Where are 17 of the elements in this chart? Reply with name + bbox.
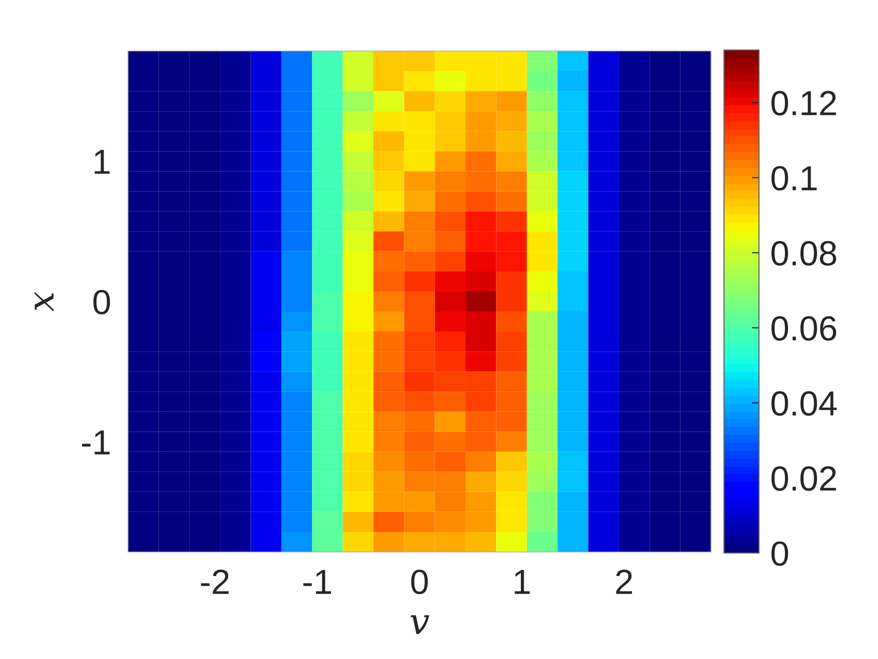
y-tick-label: 0 bbox=[93, 290, 110, 314]
x-tick-label: -1 bbox=[303, 570, 331, 594]
x-tick-label: -2 bbox=[201, 570, 229, 594]
color-bar-label: 0.08 bbox=[771, 241, 836, 266]
x-tick-label: 1 bbox=[514, 570, 530, 594]
color-bar-label: 0 bbox=[771, 541, 788, 566]
color-bar-label: 0.02 bbox=[771, 466, 836, 491]
y-axis-title: x bbox=[34, 292, 54, 312]
color-bar-label: 0.1 bbox=[771, 166, 817, 191]
y-tick-label: -1 bbox=[82, 430, 110, 454]
x-axis-title: v bbox=[410, 615, 430, 634]
y-tick-label: 1 bbox=[94, 150, 110, 174]
color-bar-label: 0.06 bbox=[771, 316, 836, 341]
x-tick-label: 2 bbox=[616, 570, 632, 594]
color-bar-label: 0.12 bbox=[771, 90, 836, 116]
x-tick-label: 0 bbox=[411, 570, 428, 594]
color-bar-label: 0.04 bbox=[771, 391, 837, 416]
